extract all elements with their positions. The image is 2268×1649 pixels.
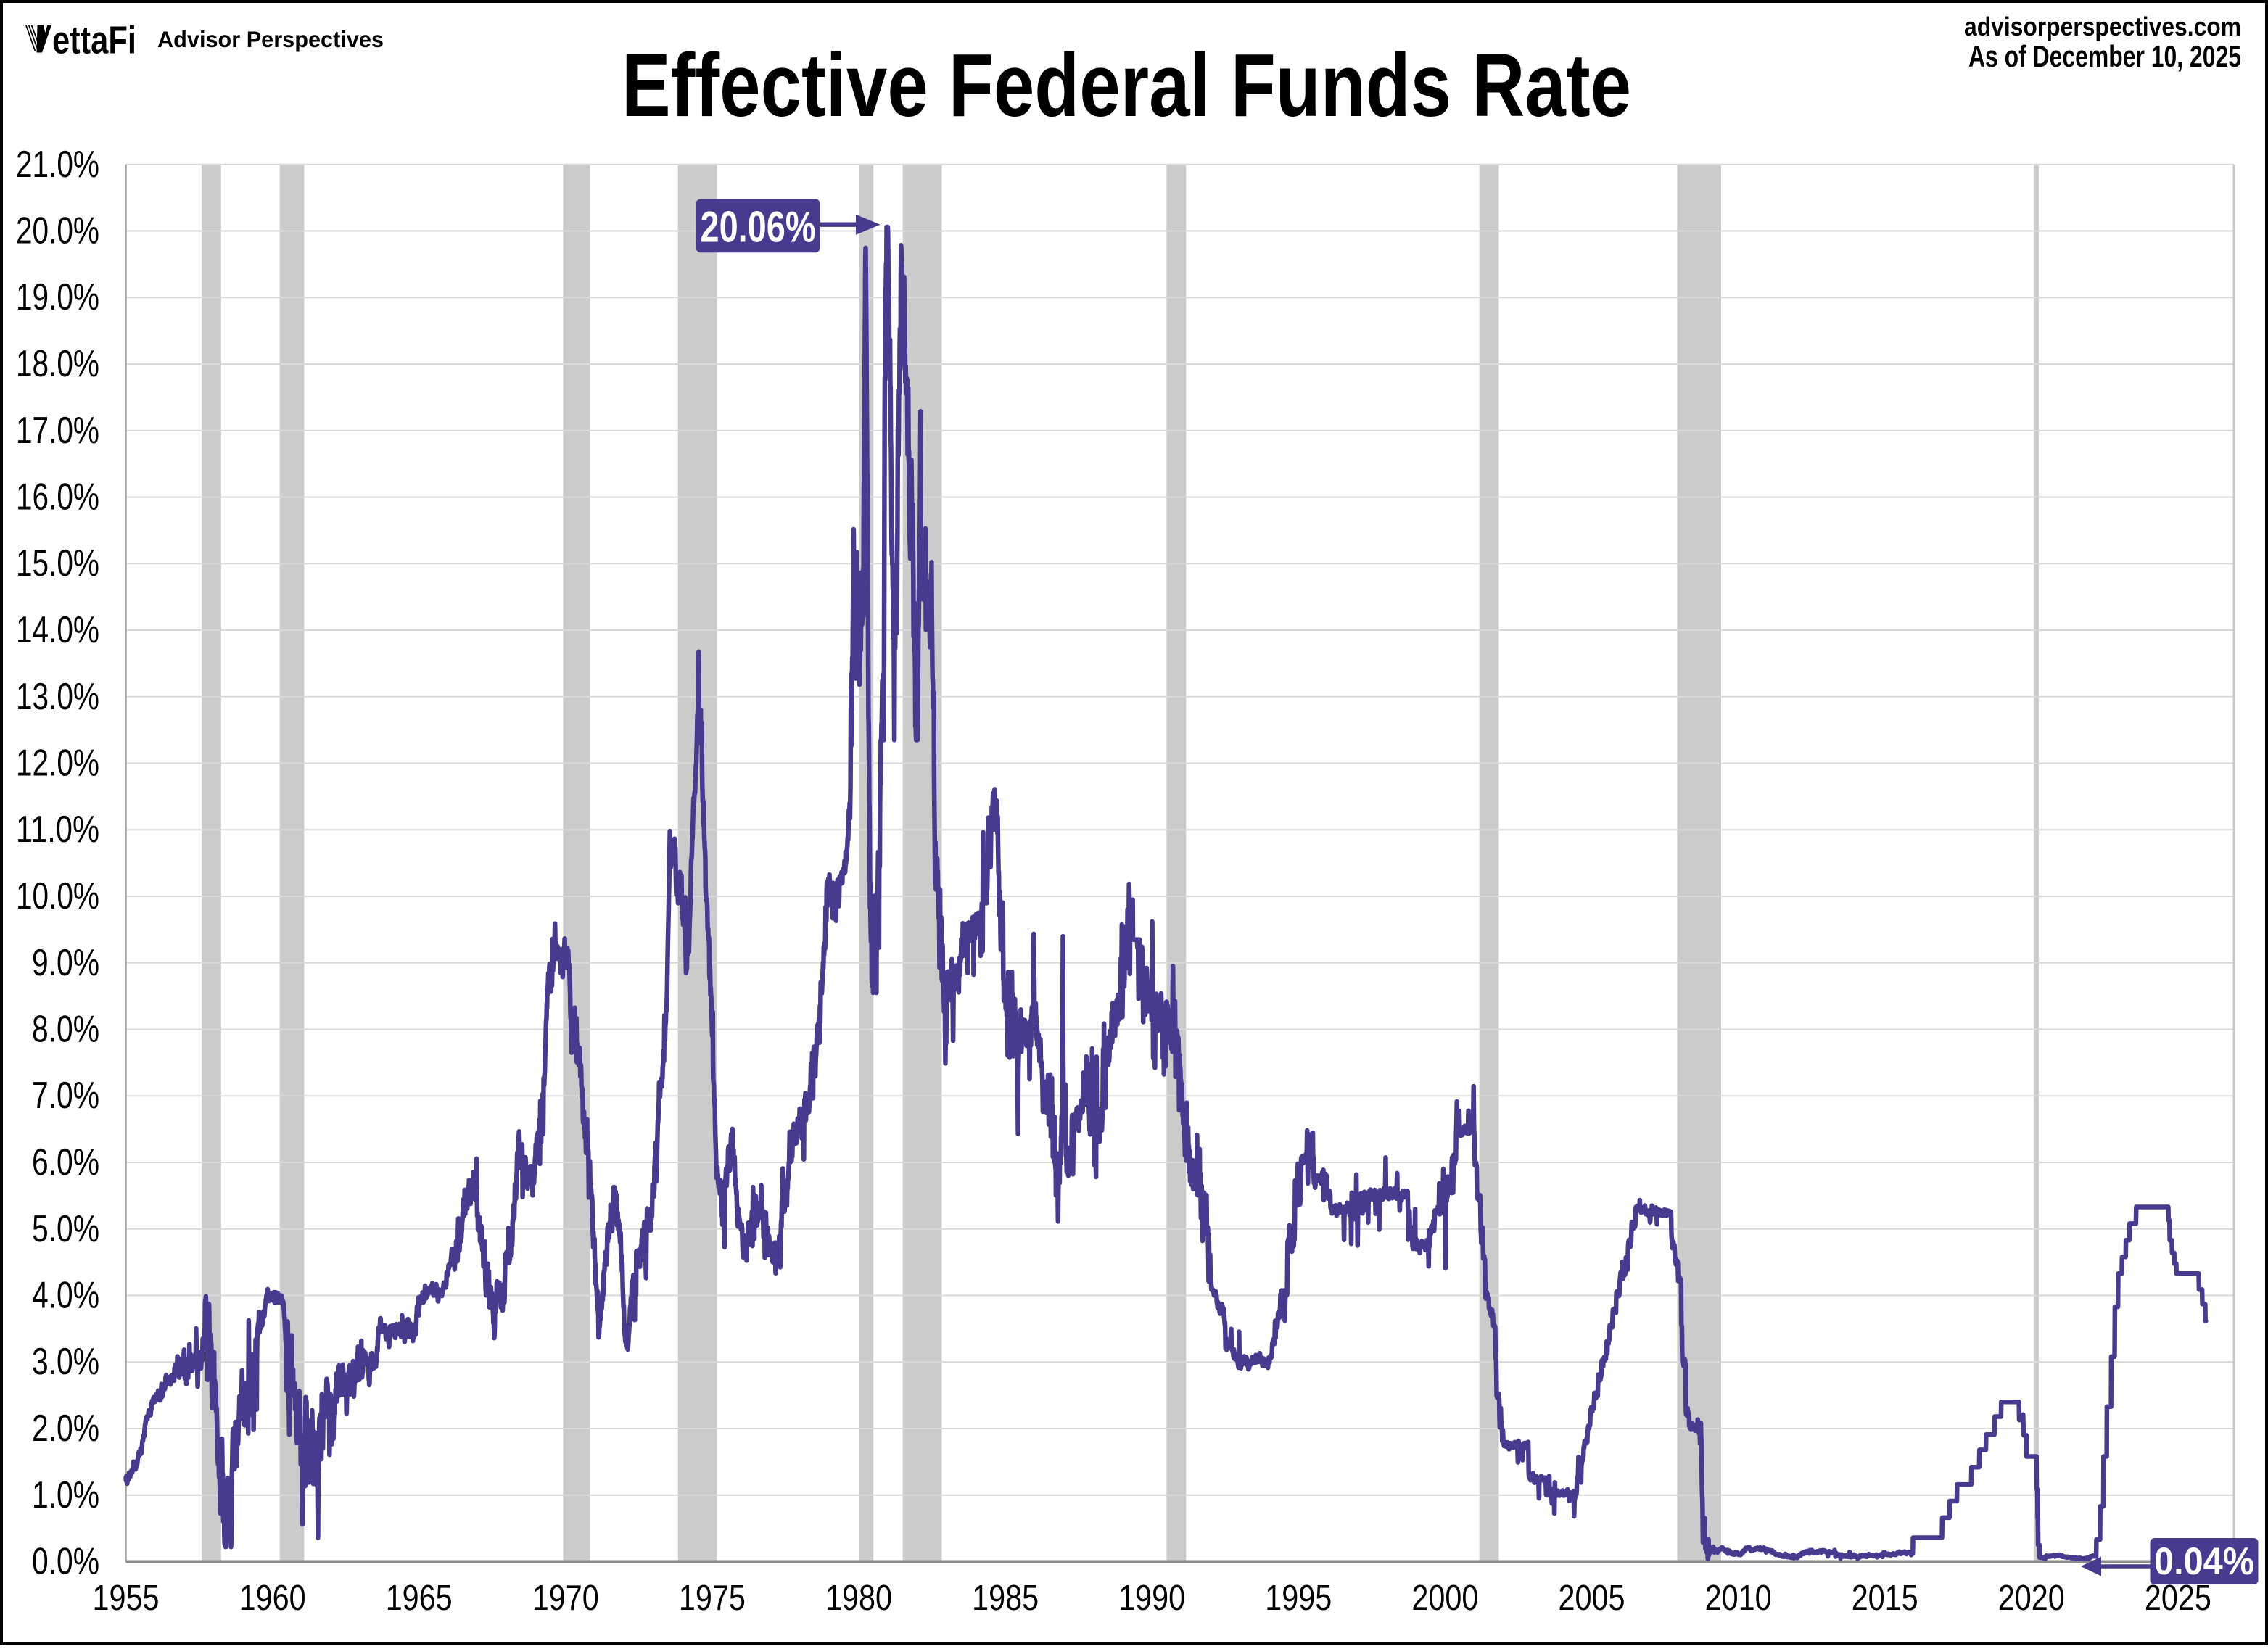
svg-text:5.0%: 5.0% (32, 1208, 99, 1250)
svg-text:20.06%: 20.06% (701, 203, 816, 252)
svg-text:0.0%: 0.0% (32, 1541, 99, 1583)
svg-text:2.0%: 2.0% (32, 1408, 99, 1450)
svg-text:4.0%: 4.0% (32, 1275, 99, 1317)
svg-text:17.0%: 17.0% (16, 410, 99, 452)
svg-text:2000: 2000 (1411, 1579, 1478, 1618)
svg-text:1980: 1980 (825, 1579, 892, 1618)
svg-text:1960: 1960 (239, 1579, 306, 1618)
svg-text:1965: 1965 (386, 1579, 453, 1618)
svg-text:2005: 2005 (1559, 1579, 1625, 1618)
svg-text:1970: 1970 (532, 1579, 599, 1618)
svg-text:16.0%: 16.0% (16, 476, 99, 518)
svg-text:Advisor Perspectives: Advisor Perspectives (157, 26, 384, 52)
svg-text:1.0%: 1.0% (32, 1474, 99, 1516)
svg-text:10.0%: 10.0% (16, 875, 99, 917)
svg-text:advisorperspectives.com: advisorperspectives.com (1964, 12, 2241, 41)
svg-text:Effective Federal Funds Rate: Effective Federal Funds Rate (622, 36, 1631, 136)
svg-text:14.0%: 14.0% (16, 609, 99, 651)
svg-text:2015: 2015 (1852, 1579, 1918, 1618)
svg-text:20.0%: 20.0% (16, 210, 99, 252)
svg-text:7.0%: 7.0% (32, 1075, 99, 1117)
svg-text:18.0%: 18.0% (16, 343, 99, 385)
svg-text:15.0%: 15.0% (16, 542, 99, 584)
svg-text:8.0%: 8.0% (32, 1009, 99, 1051)
svg-text:ettaFi: ettaFi (52, 19, 136, 62)
svg-text:3.0%: 3.0% (32, 1341, 99, 1383)
svg-text:0.04%: 0.04% (2154, 1540, 2254, 1583)
svg-text:1975: 1975 (679, 1579, 746, 1618)
svg-text:2025: 2025 (2145, 1579, 2211, 1618)
svg-text:11.0%: 11.0% (16, 809, 99, 851)
svg-text:As of December 10, 2025: As of December 10, 2025 (1968, 39, 2241, 73)
svg-text:13.0%: 13.0% (16, 676, 99, 718)
svg-text:1985: 1985 (972, 1579, 1039, 1618)
svg-text:1990: 1990 (1118, 1579, 1185, 1618)
svg-text:2020: 2020 (1998, 1579, 2065, 1618)
svg-text:1995: 1995 (1265, 1579, 1332, 1618)
svg-text:21.0%: 21.0% (16, 144, 99, 186)
svg-text:6.0%: 6.0% (32, 1141, 99, 1183)
svg-text:19.0%: 19.0% (16, 276, 99, 318)
svg-text:1955: 1955 (93, 1579, 160, 1618)
svg-text:2010: 2010 (1705, 1579, 1772, 1618)
svg-text:9.0%: 9.0% (32, 942, 99, 984)
svg-text:12.0%: 12.0% (16, 743, 99, 785)
